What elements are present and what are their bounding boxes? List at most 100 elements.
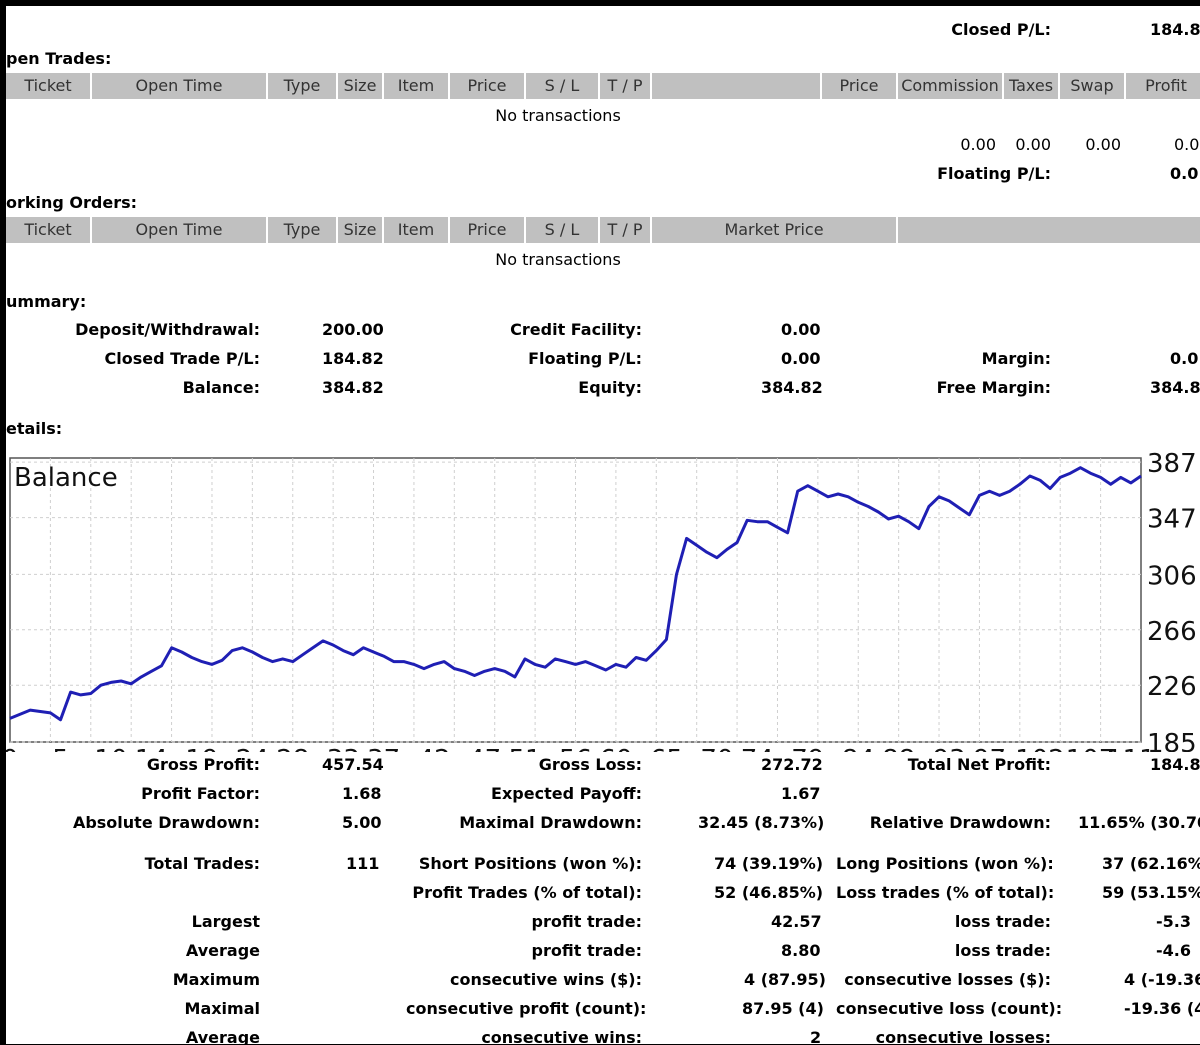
credit-label: Credit Facility: [510, 320, 642, 339]
chart-x-tick-label: 74 [741, 745, 774, 752]
chart-x-tick-label: 33 [327, 745, 360, 752]
wo-col-ticket: Ticket [24, 220, 72, 239]
chart-x-tick-label: 42 [418, 745, 451, 752]
average-profit-value: 8.80 [781, 941, 821, 960]
chart-x-tick-label: 56 [559, 745, 592, 752]
credit-value: 0.00 [781, 320, 821, 339]
largest-profit-label: profit trade: [531, 912, 642, 931]
chart-y-tick-label: 387 [1147, 452, 1197, 479]
chart-x-tick-label: 70 [700, 745, 733, 752]
wo-col-tp: T / P [598, 217, 650, 243]
chart-y-tick-label: 185 [1147, 729, 1197, 752]
total-swap: 0.00 [1085, 135, 1121, 154]
balance-label: Balance: [182, 378, 260, 397]
summary-floating-label: Floating P/L: [528, 349, 642, 368]
avg-wins-label: consecutive wins: [481, 1028, 642, 1044]
wo-col-market-price: Market Price [650, 217, 896, 243]
closed-pl-value: 184.8 [1150, 20, 1200, 39]
col-type: Type [266, 73, 336, 99]
equity-value: 384.82 [761, 378, 823, 397]
chart-x-tick-label: 51 [508, 745, 541, 752]
chart-x-tick-label: 111 [1106, 745, 1156, 752]
chart-x-tick-label: 97 [973, 745, 1006, 752]
wo-col-item: Item [382, 217, 448, 243]
total-net-label: Total Net Profit: [907, 755, 1051, 774]
short-label: Short Positions (won %): [418, 854, 642, 873]
col-tp: T / P [598, 73, 650, 99]
summary-floating-value: 0.00 [781, 349, 821, 368]
maximal-loss-label: consecutive loss (count): [836, 999, 1063, 1018]
open-trades-title: pen Trades: [6, 49, 112, 68]
wo-col-size: Size [336, 217, 382, 243]
profit-factor-label: Profit Factor: [141, 784, 260, 803]
total-trades-value: 111 [346, 854, 380, 873]
maximal-profit-label: consecutive profit (count): [406, 999, 647, 1018]
avg-wins-value: 2 [810, 1028, 822, 1044]
chart-x-tick-label: 102 [1015, 745, 1065, 752]
max-losses-value: 4 (-19.36 [1124, 970, 1200, 989]
largest-loss-label: loss trade: [954, 912, 1051, 931]
floating-pl-label: Floating P/L: [937, 164, 1051, 183]
chart-x-tick-label: 107 [1066, 745, 1116, 752]
margin-value: 0.0 [1170, 349, 1199, 368]
col-price: Price [448, 73, 524, 99]
profit-factor-value: 1.68 [342, 784, 382, 803]
loss-trades-value: 59 (53.15% [1102, 883, 1200, 902]
total-commission: 0.00 [960, 135, 996, 154]
chart-x-tick-label: 79 [791, 745, 824, 752]
summary-title: ummary: [6, 292, 87, 311]
working-orders-title: orking Orders: [6, 193, 138, 212]
total-profit: 0.0 [1174, 135, 1200, 154]
margin-label: Margin: [981, 349, 1051, 368]
long-label: Long Positions (won %): [836, 854, 1054, 873]
col-commission: Commission [896, 73, 1002, 99]
chart-y-tick-label: 226 [1147, 672, 1197, 702]
chart-y-tick-label: 266 [1147, 617, 1197, 647]
largest-loss-value: -5.3 [1156, 912, 1191, 931]
average-loss-label: loss trade: [954, 941, 1051, 960]
chart-x-tick-label: 84 [842, 745, 875, 752]
details-title: etails: [6, 419, 63, 438]
col-size: Size [336, 73, 382, 99]
abs-drawdown-value: 5.00 [342, 813, 382, 832]
wo-col-open-time: Open Time [90, 217, 266, 243]
col-swap: Swap [1058, 73, 1124, 99]
max-drawdown-value: 32.45 (8.73%) [698, 813, 825, 832]
closed-trade-label: Closed Trade P/L: [104, 349, 261, 368]
chart-y-tick-label: 306 [1147, 561, 1197, 591]
chart-x-tick-label: 24 [236, 745, 269, 752]
maximal-label: Maximal [184, 999, 260, 1018]
col-item: Item [382, 73, 448, 99]
abs-drawdown-label: Absolute Drawdown: [72, 813, 260, 832]
free-margin-value: 384.8 [1150, 378, 1200, 397]
chart-x-tick-label: 65 [650, 745, 683, 752]
gross-loss-value: 272.72 [761, 755, 823, 774]
chart-x-tick-label: 19 [185, 745, 218, 752]
floating-pl-value: 0.0 [1170, 164, 1199, 183]
deposit-value: 200.00 [322, 320, 384, 339]
chart-x-tick-label: 47 [468, 745, 501, 752]
col-taxes: Taxes [1002, 73, 1058, 99]
chart-y-tick-label: 347 [1147, 505, 1197, 535]
gross-profit-value: 457.54 [322, 755, 384, 774]
total-net-value: 184.8 [1150, 755, 1200, 774]
wo-col-blank [896, 217, 1200, 243]
profit-trades-value: 52 (46.85%) [714, 883, 824, 902]
max-losses-label: consecutive losses ($): [844, 970, 1051, 989]
loss-trades-label: Loss trades (% of total): [836, 883, 1055, 902]
equity-label: Equity: [578, 378, 642, 397]
average-profit-label: profit trade: [531, 941, 642, 960]
total-trades-label: Total Trades: [144, 854, 260, 873]
max-drawdown-label: Maximal Drawdown: [459, 813, 642, 832]
rel-drawdown-value: 11.65% (30.70 [1078, 813, 1200, 832]
gross-profit-label: Gross Profit: [146, 755, 260, 774]
balance-chart: Balance 387 347 306 266 226 185 0 5 10 14 19 24 28 33 3… [6, 452, 1197, 752]
maximal-loss-value: -19.36 (4 [1124, 999, 1200, 1018]
wo-col-type: Type [266, 217, 336, 243]
avg-losses-label: consecutive losses: [875, 1028, 1051, 1044]
open-trades-header: Ticket Open Time Type Size Item Price S … [6, 73, 1200, 99]
chart-title: Balance [14, 463, 118, 493]
largest-profit-value: 42.57 [771, 912, 822, 931]
col-open-time: Open Time [90, 73, 266, 99]
